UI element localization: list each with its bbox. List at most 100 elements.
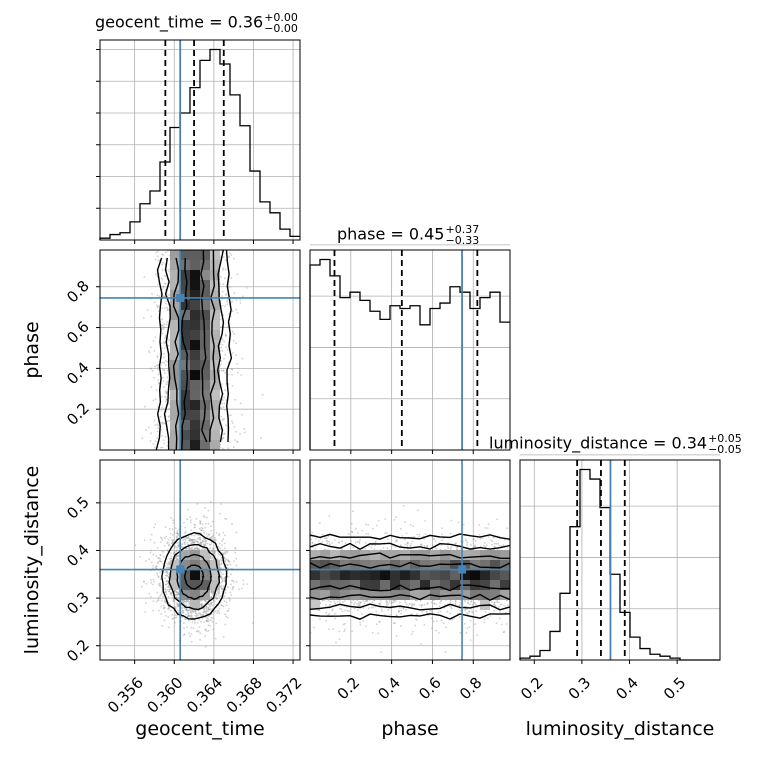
scatter-point	[164, 337, 166, 340]
scatter-point	[149, 538, 152, 541]
scatter-point	[224, 259, 227, 261]
scatter-point	[183, 538, 186, 541]
scatter-point	[202, 611, 205, 614]
density-cell	[190, 330, 200, 340]
scatter-point	[225, 601, 228, 604]
scatter-point	[187, 508, 190, 511]
scatter-point	[175, 596, 178, 598]
scatter-point	[215, 622, 218, 625]
scatter-point	[187, 535, 190, 538]
scatter-point	[202, 529, 205, 532]
density-cell	[190, 300, 200, 310]
scatter-point	[168, 543, 170, 546]
scatter-point	[152, 442, 155, 445]
scatter-point	[199, 539, 202, 541]
scatter-point	[160, 605, 163, 608]
scatter-point	[241, 357, 244, 360]
scatter-point	[211, 557, 214, 559]
scatter-point	[220, 562, 223, 565]
scatter-point	[187, 612, 190, 615]
scatter-point	[148, 350, 150, 352]
scatter-point	[195, 540, 198, 542]
scatter-point	[205, 522, 207, 525]
scatter-point	[231, 368, 234, 371]
density-cell	[210, 430, 220, 440]
scatter-point	[157, 259, 160, 262]
scatter-point	[163, 361, 166, 364]
scatter-point	[192, 627, 195, 630]
scatter-point	[242, 579, 245, 582]
scatter-point	[164, 335, 167, 337]
title-luminosity-distance: luminosity_distance = 0.34 +0.05 −0.05	[489, 432, 742, 456]
scatter-point	[167, 607, 170, 609]
density-cell	[200, 290, 210, 300]
density-cell	[190, 360, 200, 370]
scatter-point	[167, 294, 170, 297]
scatter-point	[222, 267, 225, 269]
scatter-point	[220, 415, 222, 418]
scatter-point	[189, 516, 192, 519]
scatter-point	[221, 540, 224, 542]
scatter-point	[229, 441, 232, 443]
scatter-point	[232, 586, 235, 588]
scatter-point	[193, 622, 196, 624]
scatter-point	[190, 626, 193, 629]
density-cell	[170, 400, 180, 410]
scatter-point	[165, 583, 167, 586]
scatter-point	[158, 382, 161, 385]
scatter-point	[200, 620, 203, 623]
scatter-point	[176, 535, 179, 537]
scatter-point	[166, 306, 169, 309]
scatter-point	[199, 538, 201, 541]
scatter-point	[210, 601, 213, 604]
scatter-point	[222, 635, 225, 638]
scatter-point	[167, 338, 169, 341]
scatter-point	[174, 616, 177, 619]
density-cell	[200, 270, 210, 280]
scatter-point	[174, 527, 177, 529]
scatter-point	[228, 255, 231, 258]
scatter-point	[225, 589, 227, 591]
scatter-point	[164, 390, 167, 393]
scatter-point	[190, 542, 192, 545]
scatter-point	[221, 350, 224, 352]
scatter-point	[190, 633, 193, 635]
scatter-point	[160, 395, 163, 398]
scatter-point	[185, 609, 188, 612]
scatter-point	[236, 273, 239, 276]
scatter-point	[152, 340, 155, 342]
scatter-point	[166, 542, 169, 545]
panel-geocent_time-vs-phase	[96, 249, 301, 454]
density-cell	[190, 410, 200, 420]
scatter-point	[198, 542, 201, 545]
scatter-point	[214, 610, 217, 613]
scatter-point	[234, 398, 237, 401]
scatter-point	[223, 432, 226, 435]
scatter-point	[164, 400, 167, 403]
scatter-point	[154, 398, 157, 401]
histogram-line	[309, 258, 510, 450]
scatter-point	[162, 551, 165, 553]
scatter-point	[220, 363, 222, 366]
scatter-point	[199, 613, 202, 616]
scatter-point	[227, 256, 230, 259]
scatter-point	[226, 299, 229, 302]
scatter-point	[157, 424, 160, 427]
density-cell	[170, 260, 180, 270]
scatter-point	[147, 426, 150, 429]
scatter-point	[165, 583, 167, 586]
scatter-point	[203, 608, 206, 611]
contour-line	[163, 249, 225, 451]
scatter-point	[186, 609, 189, 612]
scatter-point	[143, 276, 146, 279]
scatter-point	[157, 381, 160, 384]
scatter-point	[152, 600, 155, 602]
scatter-point	[161, 422, 164, 425]
scatter-point	[190, 539, 193, 542]
scatter-point	[231, 420, 233, 423]
density-cell	[190, 320, 200, 330]
scatter-point	[236, 312, 239, 314]
panel-border	[519, 459, 721, 661]
scatter-point	[223, 340, 226, 343]
scatter-point	[168, 608, 171, 610]
